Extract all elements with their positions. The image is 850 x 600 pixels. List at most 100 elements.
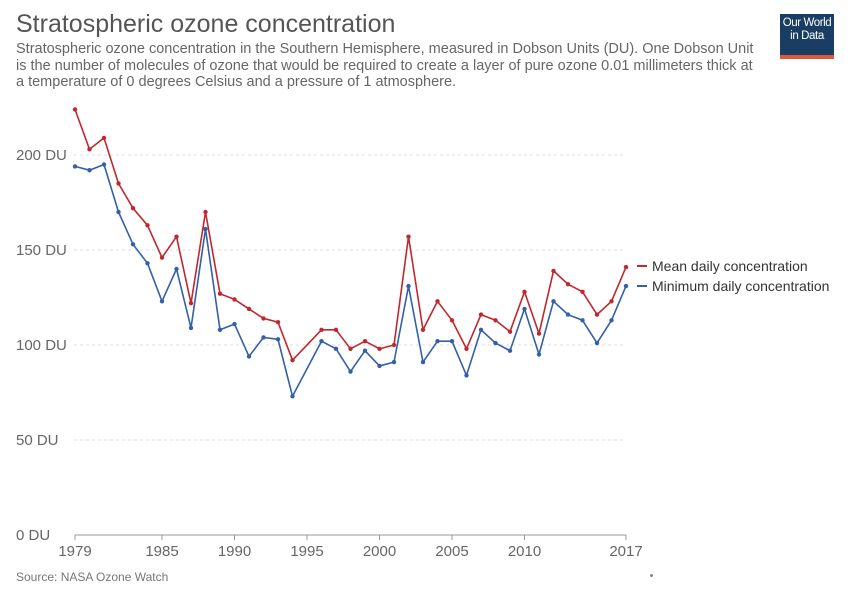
data-point[interactable] — [478, 327, 484, 332]
x-axis-ticks: 1979 1985 1990 1995 2000 2005 2010 2017 — [58, 535, 643, 560]
data-point[interactable] — [406, 283, 411, 289]
data-point[interactable] — [522, 289, 527, 294]
data-point[interactable] — [435, 299, 440, 304]
data-point[interactable] — [145, 261, 150, 266]
x-tick-label: 1995 — [290, 543, 323, 560]
data-point[interactable] — [188, 301, 194, 306]
data-point[interactable] — [290, 394, 295, 399]
data-point[interactable] — [565, 282, 571, 287]
decorative-dot — [650, 574, 653, 577]
data-point[interactable] — [232, 321, 237, 327]
y-tick-label: 50 DU — [16, 432, 59, 449]
data-point[interactable] — [145, 223, 150, 228]
data-point[interactable] — [493, 340, 498, 346]
owid-logo[interactable]: Our World in Data — [780, 14, 834, 59]
data-point[interactable] — [536, 352, 542, 357]
data-point[interactable] — [565, 312, 571, 317]
data-point[interactable] — [174, 234, 179, 239]
data-point[interactable] — [275, 320, 281, 325]
data-point[interactable] — [217, 291, 223, 296]
source-note: Source: NASA Ozone Watch — [16, 570, 169, 584]
data-point[interactable] — [449, 318, 455, 323]
data-point[interactable] — [217, 327, 223, 332]
data-point[interactable] — [203, 226, 208, 232]
data-point[interactable] — [101, 162, 107, 167]
x-tick-label: 2010 — [508, 543, 541, 560]
data-point[interactable] — [290, 358, 295, 363]
data-point[interactable] — [130, 206, 136, 211]
data-point[interactable] — [449, 339, 455, 344]
legend-label[interactable]: Minimum daily concentration — [652, 278, 829, 294]
data-point[interactable] — [594, 340, 600, 346]
data-point[interactable] — [203, 209, 208, 215]
data-point[interactable] — [391, 359, 397, 365]
data-point[interactable] — [623, 283, 629, 289]
data-point[interactable] — [464, 373, 469, 378]
grid-lines — [74, 154, 626, 536]
data-point[interactable] — [261, 316, 266, 321]
data-point[interactable] — [609, 299, 614, 304]
data-point[interactable] — [362, 339, 368, 344]
data-point[interactable] — [333, 327, 339, 332]
data-point[interactable] — [348, 369, 353, 374]
data-point[interactable] — [319, 339, 324, 344]
data-point[interactable] — [594, 312, 600, 317]
data-point[interactable] — [246, 354, 252, 359]
data-point[interactable] — [478, 312, 484, 317]
logo-line-1: Our World — [782, 17, 832, 29]
data-point[interactable] — [116, 209, 121, 215]
legend-label[interactable]: Mean daily concentration — [652, 258, 808, 274]
data-point[interactable] — [362, 348, 368, 353]
legend: Mean daily concentration Minimum daily co… — [637, 258, 829, 294]
x-tick-label: 2017 — [609, 543, 642, 560]
data-point[interactable] — [435, 339, 440, 344]
data-point[interactable] — [507, 348, 513, 353]
data-point[interactable] — [551, 268, 556, 274]
y-tick-label: 200 DU — [16, 147, 67, 164]
data-point[interactable] — [261, 335, 266, 340]
data-point[interactable] — [348, 346, 353, 351]
data-point[interactable] — [72, 164, 78, 169]
y-tick-label: 0 DU — [16, 527, 50, 544]
data-point[interactable] — [116, 181, 121, 186]
data-point[interactable] — [275, 337, 281, 342]
data-point[interactable] — [580, 318, 585, 323]
data-point[interactable] — [101, 135, 107, 141]
data-point[interactable] — [420, 327, 426, 332]
data-point[interactable] — [391, 342, 397, 348]
data-point[interactable] — [420, 359, 426, 365]
data-point[interactable] — [87, 147, 92, 152]
data-point[interactable] — [159, 299, 165, 304]
data-point[interactable] — [130, 242, 136, 247]
data-point[interactable] — [609, 318, 614, 323]
data-point[interactable] — [188, 325, 194, 331]
data-point[interactable] — [522, 306, 527, 312]
data-point[interactable] — [246, 306, 252, 312]
y-axis-ticks: 0 DU 50 DU 100 DU 150 DU 200 DU — [16, 147, 67, 544]
data-point[interactable] — [493, 318, 498, 323]
data-point[interactable] — [174, 266, 179, 272]
data-point[interactable] — [232, 297, 237, 302]
data-point[interactable] — [536, 331, 542, 336]
series-line-1[interactable] — [74, 109, 627, 362]
x-tick-label: 1985 — [145, 543, 178, 560]
y-tick-label: 150 DU — [16, 242, 67, 259]
data-point[interactable] — [551, 299, 556, 304]
x-tick-label: 2005 — [435, 543, 468, 560]
chart-title: Stratospheric ozone concentration — [16, 10, 396, 38]
series-line-2[interactable] — [74, 163, 627, 398]
series-lines — [72, 107, 629, 399]
data-point[interactable] — [87, 168, 92, 173]
y-tick-label: 100 DU — [16, 337, 67, 354]
data-point[interactable] — [159, 255, 165, 260]
data-point[interactable] — [377, 363, 382, 369]
data-point[interactable] — [464, 346, 469, 351]
data-point[interactable] — [623, 264, 629, 270]
data-point[interactable] — [377, 346, 382, 351]
data-point[interactable] — [72, 107, 78, 112]
data-point[interactable] — [319, 327, 324, 332]
data-point[interactable] — [507, 329, 513, 334]
data-point[interactable] — [333, 346, 339, 351]
data-point[interactable] — [580, 289, 585, 294]
data-point[interactable] — [406, 234, 411, 239]
